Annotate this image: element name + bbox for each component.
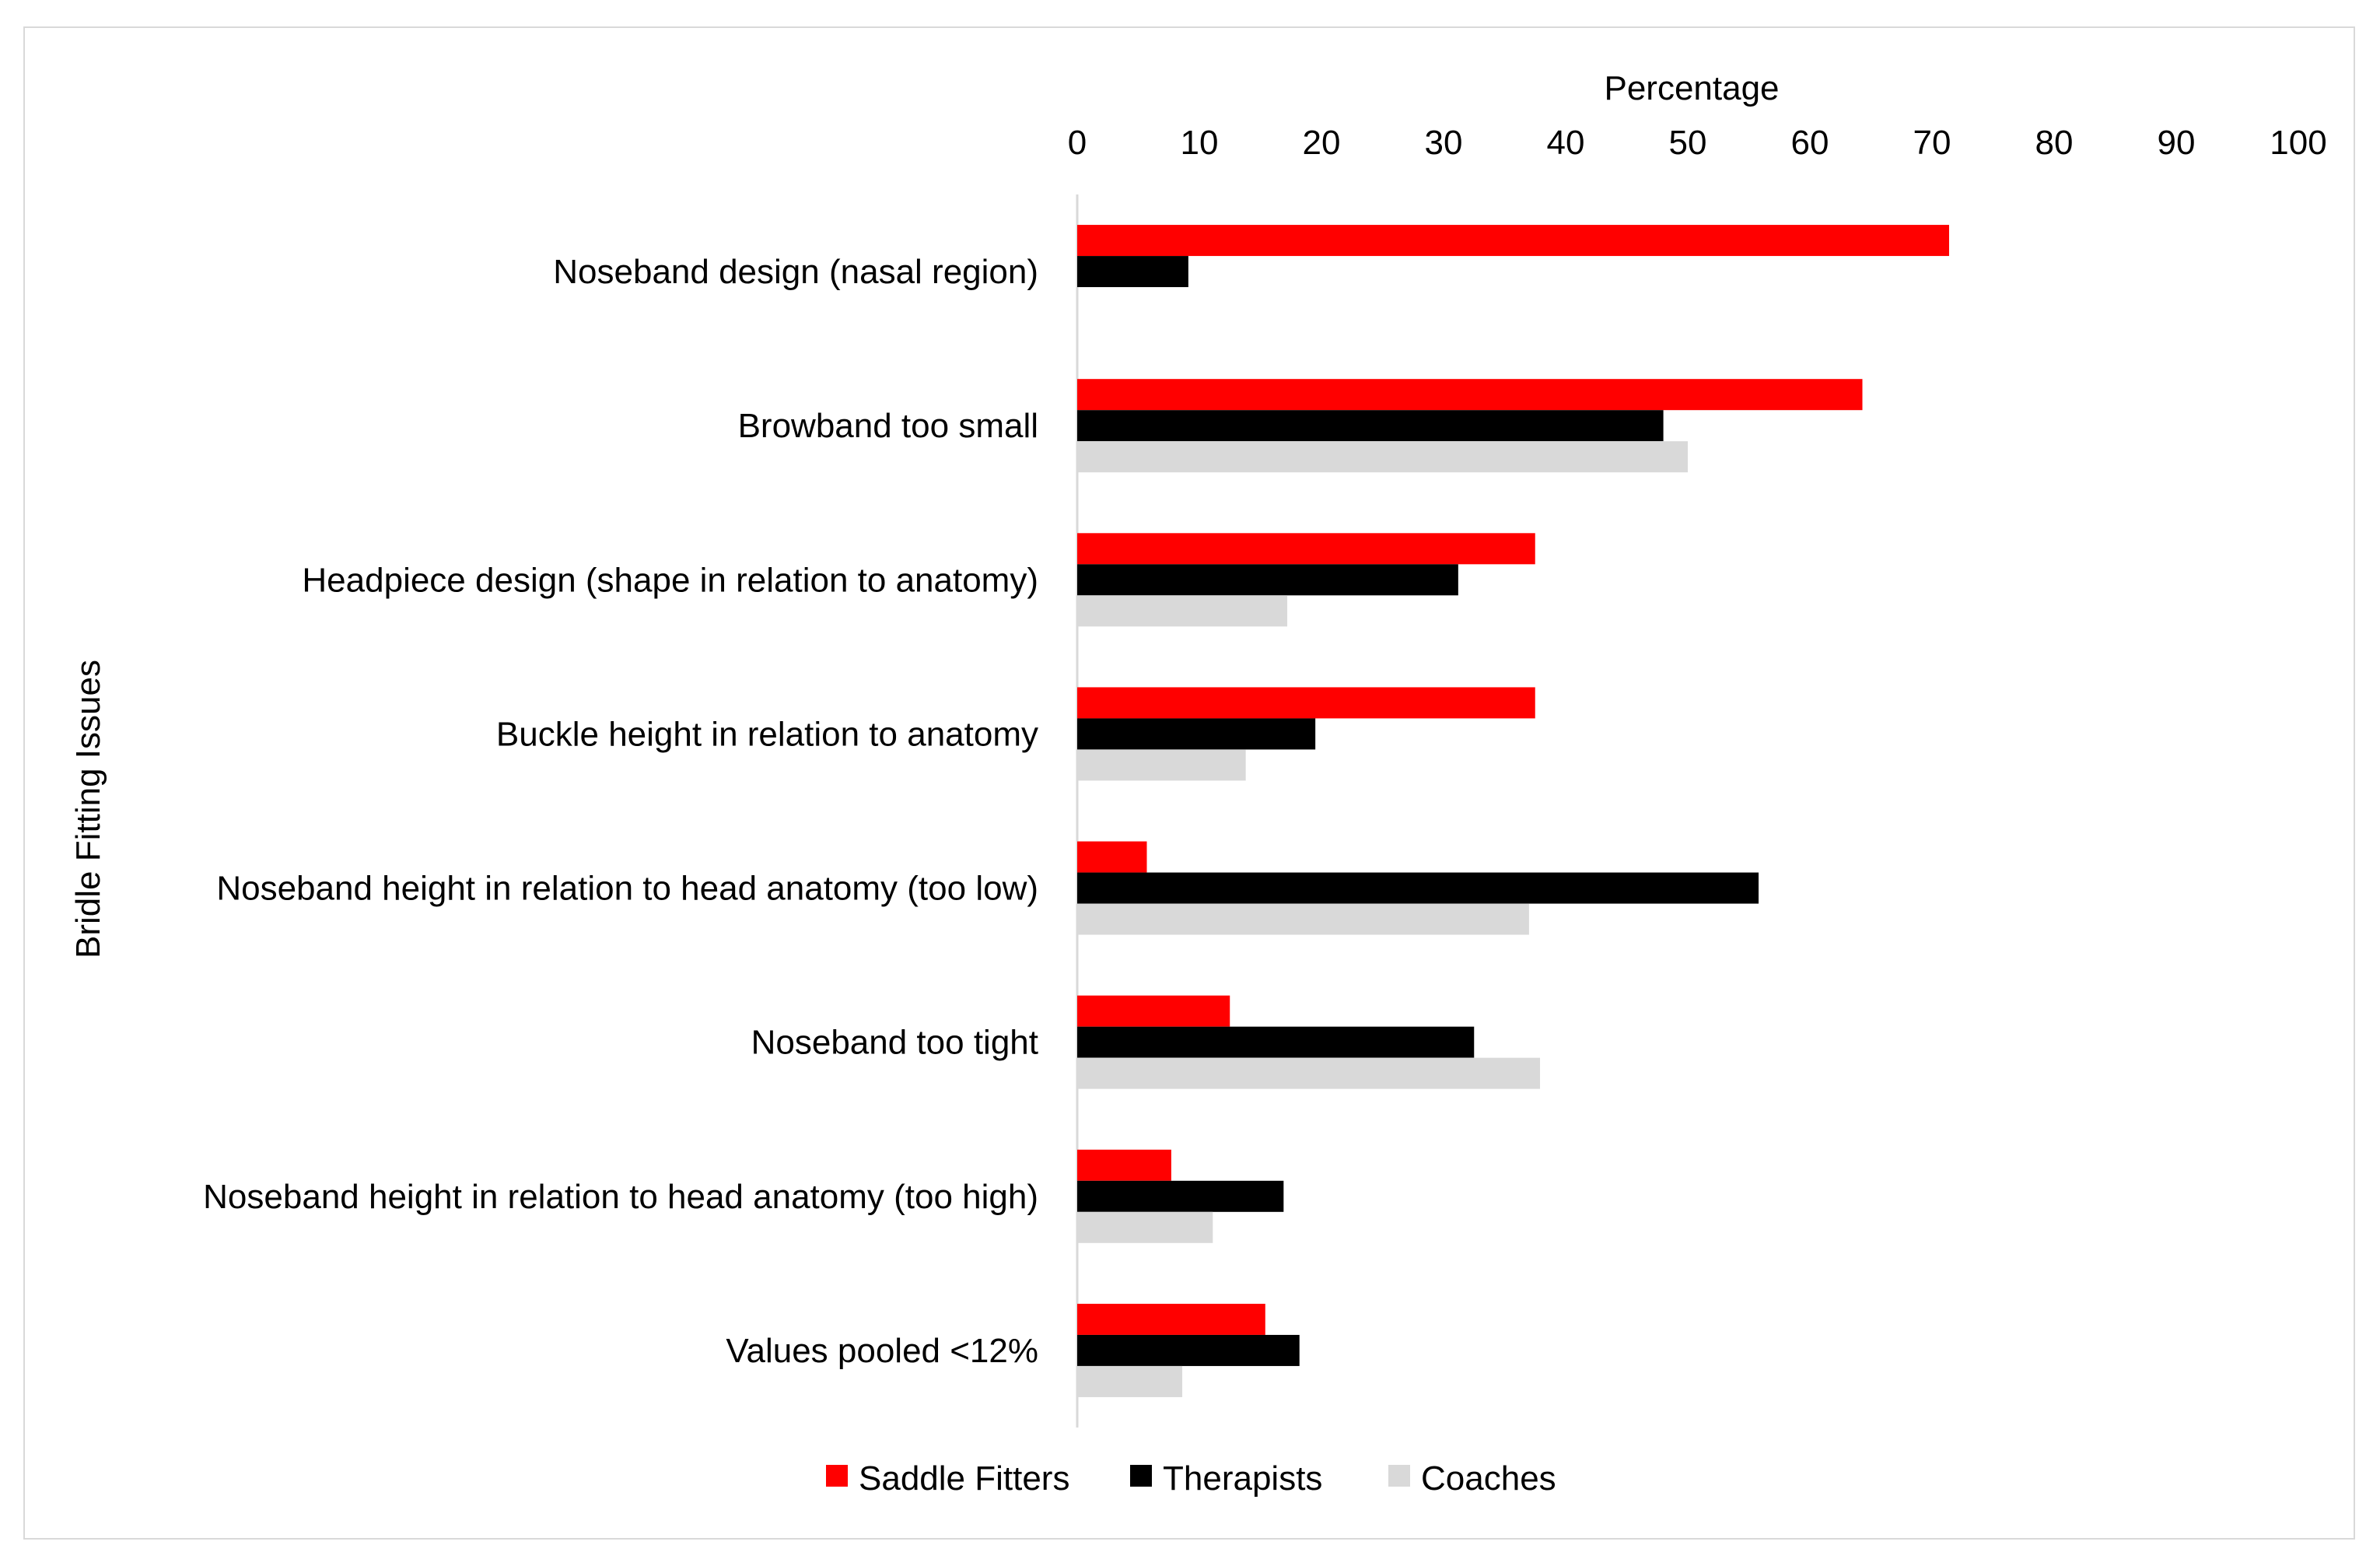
x-tick-label: 70 (1913, 124, 1951, 162)
category-labels: Noseband design (nasal region) Browband t… (203, 253, 1038, 1370)
bar-coaches (1077, 1057, 1541, 1089)
bar-saddle-fitters (1077, 225, 1949, 257)
category-label: Values pooled <12% (726, 1332, 1038, 1370)
x-tick-label: 80 (2035, 124, 2074, 162)
x-tick-label: 0 (1068, 124, 1087, 162)
bar-therapists (1077, 1026, 1475, 1058)
x-tick-label: 100 (2270, 124, 2326, 162)
bar-saddle-fitters (1077, 1149, 1171, 1181)
bar-saddle-fitters (1077, 379, 1863, 411)
bar-saddle-fitters (1077, 995, 1230, 1027)
bar-therapists (1077, 1180, 1284, 1212)
x-tick-label: 30 (1425, 124, 1463, 162)
bar-coaches (1077, 595, 1288, 627)
x-axis-ticks: 0 10 20 30 40 50 60 70 80 90 100 (1068, 124, 2327, 162)
x-axis-title: Percentage (1604, 69, 1779, 107)
category-label: Browband too small (738, 407, 1038, 445)
x-tick-label: 40 (1547, 124, 1585, 162)
legend-swatch (826, 1465, 848, 1487)
bar-therapists (1077, 564, 1458, 596)
bar-therapists (1077, 872, 1759, 904)
x-tick-label: 20 (1303, 124, 1341, 162)
x-tick-label: 60 (1791, 124, 1829, 162)
category-label: Buckle height in relation to anatomy (496, 715, 1038, 753)
category-label: Noseband height in relation to head anat… (216, 870, 1038, 908)
bar-therapists (1077, 410, 1664, 442)
bar-coaches (1077, 1365, 1183, 1397)
bar-saddle-fitters (1077, 1303, 1265, 1335)
x-tick-label: 50 (1669, 124, 1707, 162)
bar-coaches (1077, 1211, 1213, 1243)
legend-swatch (1130, 1465, 1152, 1487)
legend-label: Coaches (1421, 1459, 1556, 1498)
bar-therapists (1077, 256, 1188, 288)
bar-therapists (1077, 718, 1316, 750)
legend-label: Therapists (1163, 1459, 1322, 1498)
chart-frame (23, 26, 2355, 1540)
bar-therapists (1077, 1334, 1300, 1366)
x-tick-label: 90 (2158, 124, 2196, 162)
bar-coaches (1077, 749, 1246, 781)
bar-saddle-fitters (1077, 687, 1535, 719)
category-label: Noseband too tight (751, 1024, 1038, 1062)
legend: Saddle Fitters Therapists Coaches (826, 1459, 1556, 1498)
legend-label: Saddle Fitters (859, 1459, 1069, 1498)
bar-saddle-fitters (1077, 841, 1147, 873)
bar-coaches (1077, 903, 1529, 935)
legend-swatch (1388, 1465, 1410, 1487)
y-axis-title: Bridle Fitting Issues (69, 660, 107, 958)
category-label: Noseband height in relation to head anat… (203, 1178, 1038, 1216)
category-label: Noseband design (nasal region) (553, 253, 1038, 291)
bars (1077, 225, 1949, 1397)
x-tick-label: 10 (1181, 124, 1219, 162)
category-label: Headpiece design (shape in relation to a… (302, 561, 1038, 599)
bar-saddle-fitters (1077, 533, 1535, 565)
bar-coaches (1077, 441, 1688, 473)
